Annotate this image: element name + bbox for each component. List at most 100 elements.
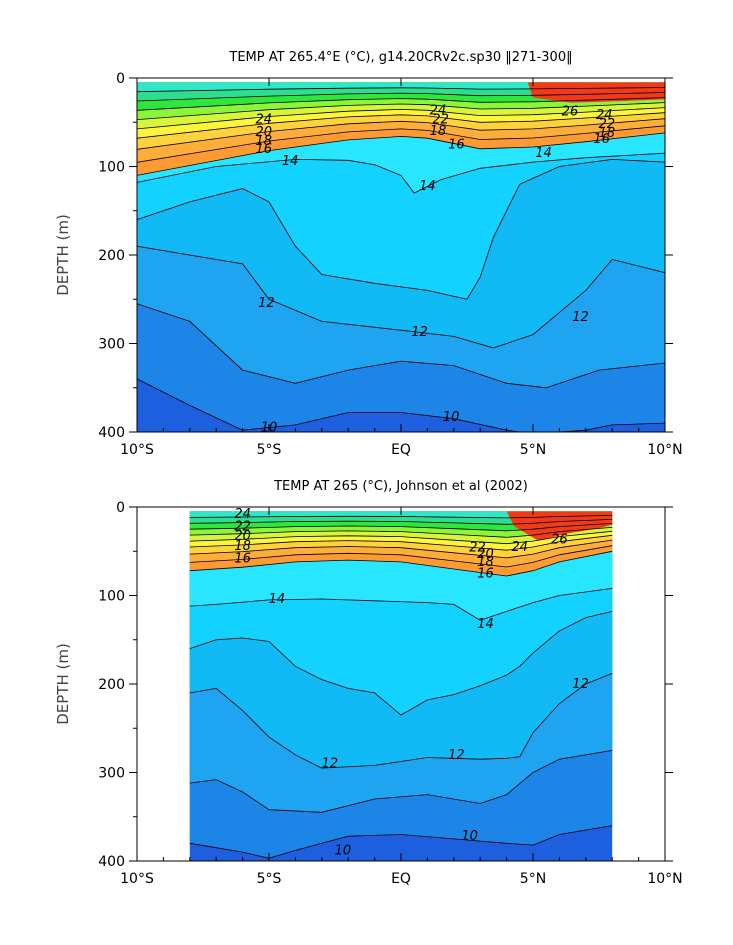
contour-label: 18 xyxy=(430,124,447,139)
panel-top-plot-area xyxy=(137,82,665,432)
contour-label: 22 xyxy=(469,541,486,556)
x-tick-label: 5°S xyxy=(257,442,282,458)
contour-label: 10 xyxy=(335,843,352,858)
contour-label: 18 xyxy=(255,134,272,149)
contour-label: 16 xyxy=(255,142,272,157)
panel-bottom-plot-area xyxy=(189,511,613,861)
contour-label: 10 xyxy=(443,410,460,425)
warm-pool xyxy=(506,511,613,541)
contour-label: 10 xyxy=(461,829,478,844)
contour-label: 14 xyxy=(477,617,494,632)
contour-label: 18 xyxy=(234,539,251,554)
y-tick-label: 200 xyxy=(98,677,125,693)
contour-label: 12 xyxy=(258,296,275,311)
warm-isotherm-line-3 xyxy=(189,530,613,545)
warm-isotherm-line-5 xyxy=(189,523,613,532)
warm-isotherm-line-1 xyxy=(137,118,665,150)
x-tick-label: EQ xyxy=(391,442,411,458)
x-tick-label: 10°S xyxy=(120,871,154,887)
warm-isotherm-line-7 xyxy=(189,515,613,519)
panel-bottom: TEMP AT 265 (°C), Johnson et al (2002) D… xyxy=(54,479,683,887)
isotherm-12-line xyxy=(137,245,665,349)
contour-label: 14 xyxy=(535,146,552,161)
warm-isotherm-line-4 xyxy=(189,527,613,538)
contour-label: 14 xyxy=(269,592,286,607)
contour-label: 14 xyxy=(419,179,436,194)
warm-isotherm-line-2 xyxy=(189,534,613,551)
panel-bottom-title: TEMP AT 265 (°C), Johnson et al (2002) xyxy=(273,479,528,494)
x-tick-label: EQ xyxy=(391,871,411,887)
isotherm-12-line xyxy=(189,673,613,769)
x-tick-label: 5°N xyxy=(520,442,546,458)
contour-label: 24 xyxy=(430,104,447,119)
y-tick-label: 400 xyxy=(98,854,125,870)
isotherm-14-line xyxy=(189,588,613,621)
y-tick-label: 0 xyxy=(116,500,125,516)
x-tick-label: 5°N xyxy=(520,871,546,887)
isotherm-16-line xyxy=(189,550,613,577)
contour-label: 22 xyxy=(599,117,616,132)
warm-isotherm-line-0 xyxy=(137,125,665,163)
warm-isotherm-line-6 xyxy=(189,519,613,525)
warm-isotherm-line-3 xyxy=(137,107,665,130)
x-tick-label: 10°S xyxy=(120,442,154,458)
y-tick-label: 300 xyxy=(98,766,125,782)
panel-bottom-ylabel: DEPTH (m) xyxy=(54,643,72,725)
x-tick-label: 5°S xyxy=(257,871,282,887)
contour-label: 16 xyxy=(593,132,610,147)
isotherm-16-line xyxy=(137,132,665,176)
contour-label: 16 xyxy=(234,551,251,566)
contour-label: 18 xyxy=(599,126,616,141)
contour-label: 16 xyxy=(448,137,465,152)
contour-label: 24 xyxy=(596,108,613,123)
contour-label: 22 xyxy=(234,519,251,534)
panel-top-ylabel: DEPTH (m) xyxy=(54,214,72,296)
contour-label: 26 xyxy=(551,533,568,548)
y-tick-label: 300 xyxy=(98,337,125,353)
isotherm-14-line xyxy=(137,152,665,194)
isotherm-13-line xyxy=(137,158,665,300)
contour-label: 22 xyxy=(432,113,449,128)
contour-label: 20 xyxy=(477,547,494,562)
contour-label: 12 xyxy=(448,748,465,763)
y-tick-label: 100 xyxy=(98,589,125,605)
panel-bottom-axes: 10°S 5°S EQ 5°N 10°N 0 100 200 300 400 xyxy=(98,500,682,887)
x-tick-label: 10°N xyxy=(647,442,682,458)
contour-label: 12 xyxy=(321,757,338,772)
contour-label: 20 xyxy=(234,529,251,544)
contour-label: 12 xyxy=(572,677,589,692)
contour-label: 20 xyxy=(255,125,272,140)
panel-top: TEMP AT 265.4°E (°C), g14.20CRv2c.sp30 ‖… xyxy=(54,50,683,458)
isotherm-10-line xyxy=(189,825,613,859)
contour-label: 12 xyxy=(572,310,589,325)
contour-label: 14 xyxy=(282,154,299,169)
y-tick-label: 100 xyxy=(98,160,125,176)
warm-isotherm-line-6 xyxy=(137,92,665,102)
contour-label: 16 xyxy=(477,566,494,581)
contour-label: 24 xyxy=(255,113,272,128)
isotherm-10-line xyxy=(137,378,665,432)
y-tick-label: 400 xyxy=(98,425,125,441)
isotherm-11-line xyxy=(189,750,613,813)
y-tick-label: 200 xyxy=(98,248,125,264)
warm-isotherm-line-7 xyxy=(137,87,665,93)
panel-top-title: TEMP AT 265.4°E (°C), g14.20CRv2c.sp30 ‖… xyxy=(228,50,572,65)
warm-isotherm-line-1 xyxy=(189,539,613,559)
y-tick-label: 0 xyxy=(116,71,125,87)
isotherm-11-line xyxy=(137,303,665,389)
contour-label: 18 xyxy=(477,555,494,570)
contour-label: 26 xyxy=(562,105,579,120)
warm-isotherm-line-2 xyxy=(137,112,665,139)
warm-isotherm-line-4 xyxy=(137,102,665,120)
isotherm-13-line xyxy=(189,611,613,716)
contour-label: 24 xyxy=(234,507,251,522)
panel-top-axes: 10°S 5°S EQ 5°N 10°N 0 100 200 300 400 xyxy=(98,71,682,458)
contour-label: 12 xyxy=(411,325,428,340)
x-tick-label: 10°N xyxy=(647,871,682,887)
warm-isotherm-line-0 xyxy=(189,545,613,568)
warm-isotherm-line-5 xyxy=(137,97,665,111)
contour-label: 24 xyxy=(512,540,529,555)
